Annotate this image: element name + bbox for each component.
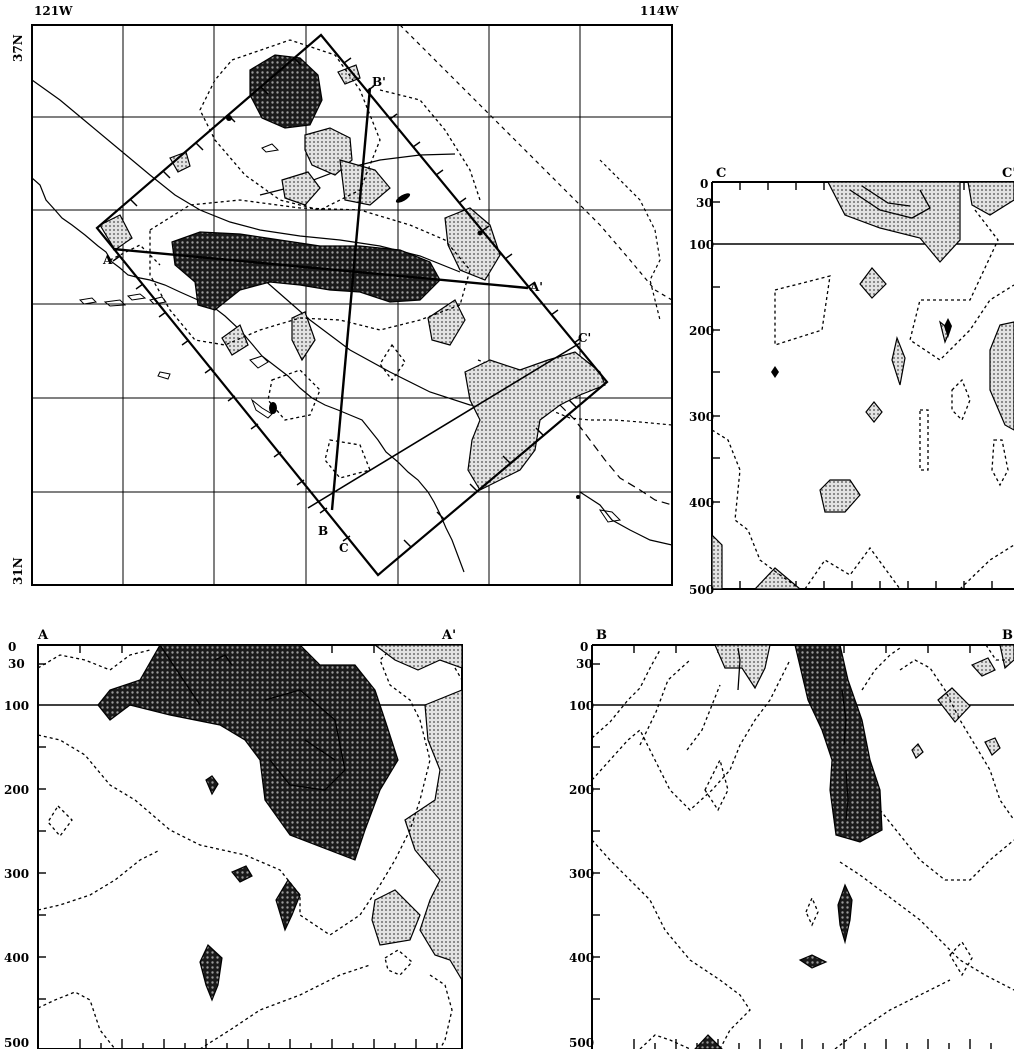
bb-right-label: B' [1002, 628, 1014, 643]
bb-axis-ticks [592, 645, 992, 1049]
bb-tick-200: 200 [569, 783, 594, 797]
aa-right-label: A' [441, 628, 456, 643]
islands [78, 143, 622, 523]
bb-tick-500: 500 [569, 1036, 594, 1049]
bb-tick-100: 100 [569, 699, 594, 713]
section-bb-panel: 0 30 100 200 300 400 500 B B' [569, 628, 1014, 1049]
lon-west-label: 121W [34, 4, 73, 18]
cc-tick-500: 500 [689, 583, 714, 597]
aa-tick-500: 500 [4, 1036, 29, 1049]
bb-anomaly-light [714, 645, 1014, 759]
bb-left-label: B [596, 628, 607, 643]
endpoint-a-prime-label: A' [529, 280, 543, 294]
cc-tick-30: 30 [696, 196, 713, 210]
bb-tick-300: 300 [569, 867, 594, 881]
bb-tick-400: 400 [569, 951, 594, 965]
aa-anomaly-dark [97, 645, 399, 1002]
cc-tick-200: 200 [689, 324, 714, 338]
lon-east-label: 114W [640, 4, 679, 18]
cc-contours-dotted [712, 209, 1014, 589]
cc-tick-100: 100 [689, 238, 714, 252]
aa-tick-300: 300 [4, 867, 29, 881]
map-anomaly-dark [171, 54, 441, 311]
map-anomaly-light [99, 64, 606, 491]
endpoint-c-prime-label: C' [578, 331, 591, 345]
study-domain-box [95, 33, 609, 577]
endpoint-b-label: B [318, 524, 328, 538]
bb-tick-30: 30 [576, 657, 593, 671]
cc-tick-0: 0 [700, 177, 708, 191]
map-frame [31, 24, 673, 586]
endpoint-b-prime-label: B' [372, 75, 386, 89]
aa-tick-100: 100 [4, 699, 29, 713]
section-cc-panel: 0 30 100 200 300 400 500 C C' [689, 166, 1014, 597]
bb-tick-0: 0 [580, 640, 588, 654]
lat-south-label: 31N [11, 557, 25, 585]
bb-anomaly-dark [694, 645, 883, 1049]
section-line-b [330, 87, 372, 511]
aa-tick-200: 200 [4, 783, 29, 797]
cc-left-label: C [716, 166, 726, 181]
aa-contours-dotted [38, 649, 462, 1049]
aa-left-label: A [37, 628, 49, 643]
endpoint-a-label: A [102, 253, 113, 267]
bb-contours-dotted [592, 645, 1014, 1049]
bb-contours-solid [737, 647, 849, 821]
aa-anomaly-light [371, 645, 462, 982]
aa-tick-30: 30 [8, 657, 25, 671]
section-line-a [112, 247, 529, 290]
cc-anomaly-light [712, 182, 1014, 589]
map-panel: 121W 114W 37N 31N A A' B B' C C' [11, 4, 679, 586]
cc-markers [771, 318, 952, 378]
cc-contours-solid [849, 185, 931, 219]
map-contours [109, 39, 481, 479]
cc-right-label: C' [1002, 166, 1014, 181]
aa-tick-0: 0 [8, 640, 16, 654]
endpoint-c-label: C [339, 541, 349, 555]
lat-north-label: 37N [11, 34, 25, 62]
aa-contours-solid [214, 654, 346, 791]
aa-tick-400: 400 [4, 951, 29, 965]
cc-tick-300: 300 [689, 410, 714, 424]
cc-tick-400: 400 [689, 496, 714, 510]
section-aa-panel: 0 30 100 200 300 400 500 A A' [4, 628, 463, 1049]
